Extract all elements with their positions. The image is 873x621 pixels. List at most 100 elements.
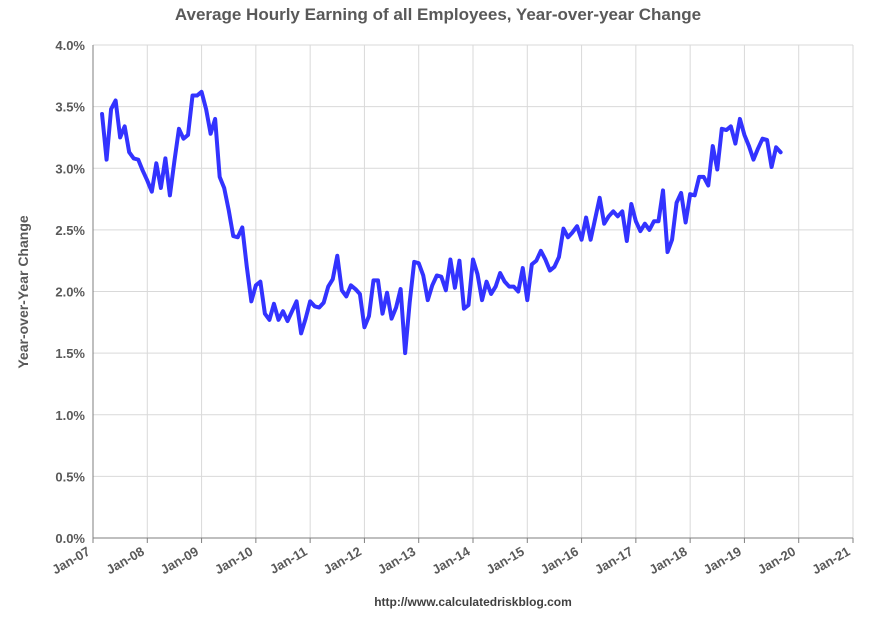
data-point	[756, 147, 760, 150]
data-point	[693, 194, 696, 197]
data-point	[195, 94, 199, 97]
data-point	[566, 236, 570, 239]
data-point	[363, 326, 366, 329]
y-tick-label: 2.0%	[55, 285, 85, 300]
data-point	[354, 287, 357, 291]
data-point	[232, 234, 235, 238]
data-point	[688, 192, 692, 196]
data-point	[114, 99, 117, 102]
x-tick-label: Jan-20	[755, 544, 798, 578]
data-point	[394, 306, 398, 309]
data-point	[648, 228, 651, 232]
data-point	[571, 231, 574, 234]
data-point	[770, 165, 773, 169]
data-point	[340, 289, 344, 292]
data-point	[679, 191, 683, 195]
data-point	[476, 273, 479, 276]
data-point	[607, 215, 610, 218]
data-point	[367, 314, 371, 318]
data-point	[774, 146, 778, 149]
data-point	[277, 318, 280, 322]
data-point	[765, 138, 769, 142]
data-point	[159, 186, 163, 190]
data-point	[222, 186, 226, 190]
data-point	[105, 158, 108, 161]
data-point	[349, 284, 353, 287]
x-tick-label: Jan-13	[375, 544, 418, 578]
data-point	[458, 259, 461, 262]
data-point	[268, 318, 271, 322]
data-point	[286, 319, 289, 323]
data-point	[137, 158, 140, 161]
data-point	[598, 196, 601, 200]
data-point	[734, 142, 737, 145]
data-point	[209, 132, 212, 135]
x-tick-label: Jan-19	[701, 544, 744, 578]
data-point	[720, 127, 724, 131]
x-tick-label: Jan-12	[321, 544, 364, 578]
data-point	[747, 144, 751, 148]
data-point	[322, 301, 325, 304]
y-axis-label: Year-over-Year Change	[15, 215, 31, 369]
x-tick-label: Jan-09	[158, 544, 201, 578]
data-point	[155, 162, 158, 165]
data-point	[182, 137, 185, 140]
data-point	[345, 295, 348, 298]
y-tick-label: 1.0%	[55, 408, 85, 423]
data-point	[480, 298, 484, 302]
axes	[92, 45, 854, 543]
data-point	[241, 226, 244, 229]
data-point	[584, 216, 588, 219]
data-point	[417, 261, 420, 265]
data-point	[295, 300, 298, 303]
x-tick-label: Jan-08	[104, 544, 147, 578]
x-tick-label: Jan-17	[592, 544, 635, 578]
data-point	[376, 279, 380, 282]
data-point	[553, 265, 556, 269]
data-point	[118, 136, 122, 139]
data-point	[259, 280, 262, 283]
data-point	[729, 125, 733, 128]
data-point	[200, 90, 203, 94]
data-point	[426, 298, 429, 302]
data-point	[625, 239, 629, 243]
y-tick-label: 0.5%	[55, 469, 85, 484]
data-point	[489, 292, 493, 296]
data-point	[422, 274, 425, 277]
data-point	[761, 137, 764, 140]
series-layer	[100, 89, 783, 356]
y-tick-label: 4.0%	[55, 38, 85, 53]
data-point	[521, 266, 524, 270]
data-point	[494, 285, 497, 288]
data-point	[498, 271, 502, 275]
data-point	[336, 254, 339, 257]
y-tick-labels: 0.0% 0.5% 1.0% 1.5% 2.0% 2.5% 3.0% 3.5% 4.0%	[55, 38, 85, 546]
x-tick-labels: Jan-07 Jan-08 Jan-09 Jan-10 Jan-11 Jan-12 Jan-…	[49, 543, 852, 577]
data-point	[738, 117, 742, 121]
data-point	[100, 112, 104, 116]
data-point	[299, 332, 303, 335]
data-point	[313, 305, 316, 308]
data-point	[725, 128, 728, 132]
data-point	[385, 291, 389, 294]
x-tick-label: Jan-21	[809, 544, 852, 578]
y-tick-label: 2.5%	[55, 223, 85, 238]
data-point	[471, 258, 475, 261]
data-point	[290, 310, 294, 313]
data-point	[702, 175, 705, 179]
data-point	[146, 179, 149, 182]
data-point	[440, 275, 443, 278]
data-point	[150, 190, 154, 193]
data-point	[666, 250, 669, 254]
data-point	[327, 285, 330, 288]
data-point	[168, 194, 172, 197]
data-point	[408, 301, 411, 304]
data-point	[141, 169, 144, 172]
data-point	[485, 280, 488, 283]
data-point	[254, 284, 258, 287]
data-point	[431, 284, 434, 287]
data-point	[657, 220, 660, 223]
data-point	[164, 157, 167, 160]
chart-title: Average Hourly Earning of all Employees,…	[175, 5, 701, 24]
